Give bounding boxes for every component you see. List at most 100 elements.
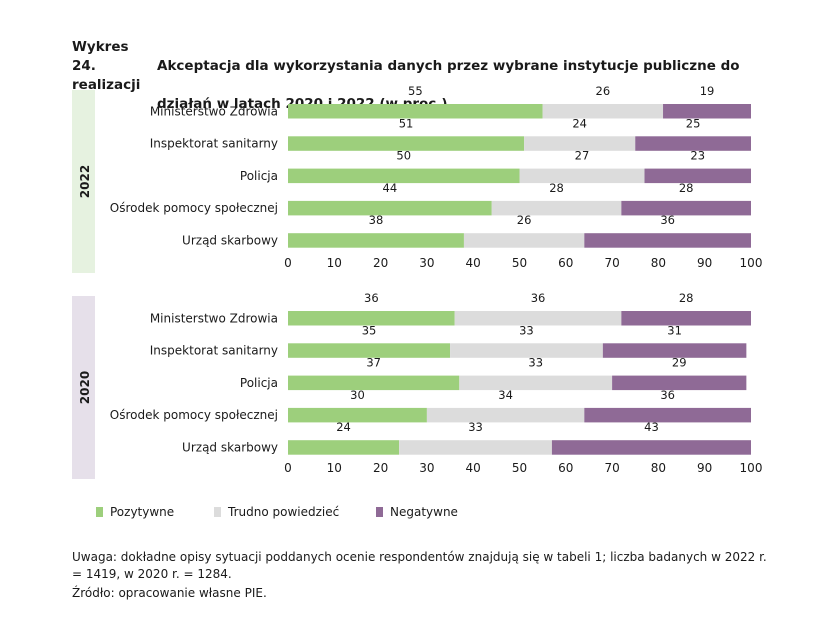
data-label-negative: 29 bbox=[672, 356, 687, 370]
data-label-neutral: 33 bbox=[528, 356, 543, 370]
category-label: Ministerstwo Zdrowia bbox=[150, 104, 278, 118]
legend-label-negative: Negatywne bbox=[390, 505, 458, 519]
data-label-positive: 50 bbox=[396, 149, 411, 163]
x-tick-label: 40 bbox=[466, 461, 481, 475]
data-label-positive: 38 bbox=[369, 213, 384, 227]
bar-positive bbox=[288, 136, 525, 151]
category-label: Urząd skarbowy bbox=[182, 440, 278, 454]
x-tick-label: 100 bbox=[740, 461, 763, 475]
bar-negative bbox=[584, 407, 751, 423]
category-label: Policja bbox=[240, 169, 278, 183]
legend-swatch-positive bbox=[96, 507, 103, 517]
x-tick-label: 70 bbox=[604, 256, 619, 270]
data-label-neutral: 34 bbox=[498, 388, 513, 402]
data-label-negative: 23 bbox=[690, 149, 705, 163]
x-tick-label: 80 bbox=[651, 461, 666, 475]
x-tick-label: 20 bbox=[373, 256, 388, 270]
data-label-positive: 51 bbox=[399, 116, 414, 130]
category-label: Policja bbox=[240, 376, 278, 390]
bar-neutral bbox=[524, 136, 636, 151]
data-label-negative: 36 bbox=[660, 388, 675, 402]
legend-swatch-neutral bbox=[214, 507, 221, 517]
bar-neutral bbox=[426, 407, 585, 423]
bar-positive bbox=[288, 233, 464, 248]
bar-neutral bbox=[542, 104, 664, 119]
bar-positive bbox=[288, 200, 492, 216]
data-label-positive: 24 bbox=[336, 420, 351, 434]
year-label-2020: 2020 bbox=[78, 371, 92, 404]
bar-neutral bbox=[454, 311, 622, 326]
bar-positive bbox=[288, 311, 455, 326]
bar-positive bbox=[288, 104, 543, 119]
data-label-positive: 37 bbox=[366, 356, 381, 370]
data-label-negative: 28 bbox=[679, 181, 694, 195]
data-label-negative: 25 bbox=[686, 116, 701, 130]
bar-negative bbox=[635, 136, 751, 151]
bar-neutral bbox=[491, 200, 622, 216]
data-label-neutral: 26 bbox=[517, 213, 532, 227]
x-tick-label: 20 bbox=[373, 461, 388, 475]
x-tick-label: 10 bbox=[327, 256, 342, 270]
x-tick-label: 100 bbox=[740, 256, 763, 270]
x-tick-label: 80 bbox=[651, 256, 666, 270]
category-label: Inspektorat sanitarny bbox=[150, 344, 278, 358]
bar-negative bbox=[663, 104, 751, 119]
legend-swatch-negative bbox=[376, 507, 383, 517]
bar-positive bbox=[288, 168, 520, 184]
chart-source: Źródło: opracowanie własne PIE. bbox=[72, 586, 267, 600]
year-band-2020 bbox=[72, 296, 95, 479]
data-label-neutral: 28 bbox=[549, 181, 564, 195]
bar-negative bbox=[551, 440, 751, 455]
category-label: Ośrodek pomocy społecznej bbox=[110, 408, 278, 422]
bar-negative bbox=[584, 233, 751, 248]
bar-negative bbox=[644, 168, 751, 184]
x-tick-label: 30 bbox=[419, 256, 434, 270]
category-label: Ministerstwo Zdrowia bbox=[150, 311, 278, 325]
x-tick-label: 10 bbox=[327, 461, 342, 475]
bar-negative bbox=[612, 375, 747, 391]
legend-label-neutral: Trudno powiedzieć bbox=[227, 505, 339, 519]
x-tick-label: 70 bbox=[604, 461, 619, 475]
data-label-negative: 31 bbox=[667, 323, 682, 337]
bar-negative bbox=[621, 311, 751, 326]
data-label-positive: 35 bbox=[362, 323, 377, 337]
data-label-negative: 28 bbox=[679, 291, 694, 305]
data-label-neutral: 27 bbox=[575, 149, 590, 163]
bar-positive bbox=[288, 440, 400, 455]
legend-label-positive: Pozytywne bbox=[110, 505, 174, 519]
bar-neutral bbox=[519, 168, 645, 184]
year-label-2022: 2022 bbox=[78, 165, 92, 198]
data-label-positive: 36 bbox=[364, 291, 379, 305]
bar-positive bbox=[288, 407, 427, 423]
data-label-neutral: 33 bbox=[519, 323, 534, 337]
bar-neutral bbox=[450, 343, 603, 358]
bar-neutral bbox=[399, 440, 552, 455]
chart-number: Wykres 24. bbox=[72, 39, 129, 74]
category-label: Ośrodek pomocy społecznej bbox=[110, 201, 278, 215]
x-tick-label: 60 bbox=[558, 256, 573, 270]
x-tick-label: 0 bbox=[284, 256, 292, 270]
data-label-neutral: 26 bbox=[596, 84, 611, 98]
year-band-2022 bbox=[72, 90, 95, 273]
data-label-neutral: 33 bbox=[468, 420, 483, 434]
category-label: Urząd skarbowy bbox=[182, 233, 278, 247]
x-tick-label: 50 bbox=[512, 461, 527, 475]
data-label-negative: 36 bbox=[660, 213, 675, 227]
title-line-1: Akceptacja dla wykorzystania danych prze… bbox=[72, 58, 740, 93]
bar-negative bbox=[602, 343, 747, 358]
bar-neutral bbox=[459, 375, 613, 391]
data-label-positive: 30 bbox=[350, 388, 365, 402]
bar-negative bbox=[621, 200, 751, 216]
chart-note: Uwaga: dokładne opisy sytuacji poddanych… bbox=[72, 550, 767, 581]
x-tick-label: 50 bbox=[512, 256, 527, 270]
x-tick-label: 0 bbox=[284, 461, 292, 475]
x-tick-label: 30 bbox=[419, 461, 434, 475]
bar-neutral bbox=[463, 233, 585, 248]
data-label-negative: 19 bbox=[700, 84, 715, 98]
x-tick-label: 40 bbox=[466, 256, 481, 270]
data-label-neutral: 36 bbox=[531, 291, 546, 305]
data-label-positive: 55 bbox=[408, 84, 423, 98]
data-label-positive: 44 bbox=[383, 181, 398, 195]
bar-positive bbox=[288, 375, 460, 391]
